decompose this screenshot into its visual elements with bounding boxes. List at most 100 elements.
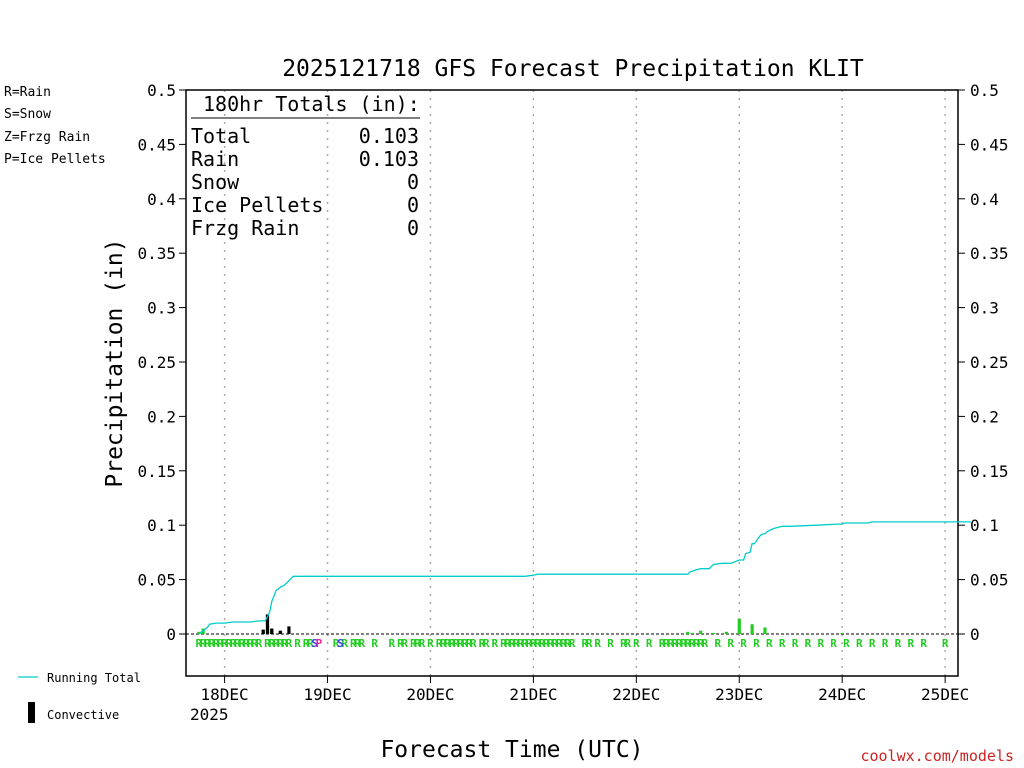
ptype-marker-r: R (667, 637, 674, 650)
ptype-marker-r: R (303, 637, 310, 650)
ptype-marker-r: R (444, 637, 451, 650)
convective-legend-label: Convective (47, 708, 119, 722)
ptype-marker-r: R (341, 637, 348, 650)
ptype-marker-r: R (753, 637, 760, 650)
ptype-marker-r: R (500, 637, 507, 650)
ptype-marker-r: R (449, 637, 456, 650)
x-axis-label: Forecast Time (UTC) (380, 737, 643, 763)
ptype-marker-r: R (213, 637, 220, 650)
ptype-marker-r: R (856, 637, 863, 650)
convective-bar (270, 628, 274, 634)
ptype-marker-r: R (543, 637, 550, 650)
ptype-marker-r: R (582, 637, 589, 650)
y-tick-label-left: 0 (166, 625, 176, 644)
y-axis-label: Precipitation (in) (102, 238, 128, 487)
totals-label-total: Total (191, 124, 251, 148)
ptype-marker-r: R (693, 637, 700, 650)
ptype-marker-r: R (419, 637, 426, 650)
ptype-marker-r: R (569, 637, 576, 650)
ptype-marker-r: R (427, 637, 434, 650)
x-tick-label-19dec: 19DEC (303, 685, 351, 704)
ptype-marker-r: R (389, 637, 396, 650)
ptype-marker-r: R (513, 637, 520, 650)
ptype-marker-r: R (491, 637, 498, 650)
ptype-marker-r: R (350, 637, 357, 650)
y-tick-label-left: 0.45 (137, 135, 176, 154)
convective-bar (287, 626, 291, 634)
x-tick-label-25dec: 25DEC (921, 685, 969, 704)
ptype-marker-r: R (354, 637, 361, 650)
ptype-marker-r: R (882, 637, 889, 650)
ptype-marker-r: R (230, 637, 237, 650)
ptype-marker-r: R (268, 637, 275, 650)
totals-label-frzg-rain: Frzg Rain (191, 216, 299, 240)
precip-bar (737, 618, 741, 634)
ptype-marker-r: R (238, 637, 245, 650)
ptype-marker-r: R (457, 637, 464, 650)
precip-bar (840, 632, 844, 634)
ptype-marker-r: R (333, 637, 340, 650)
precip-bar (724, 631, 728, 634)
ptype-marker-r: R (530, 637, 537, 650)
ptype-marker-r: R (247, 637, 254, 650)
ptype-marker-r: R (221, 637, 228, 650)
ptype-marker-r: R (359, 637, 366, 650)
ptype-marker-r: R (436, 637, 443, 650)
y-tick-label-right: 0.1 (970, 516, 999, 535)
ptype-marker-r: R (397, 637, 404, 650)
totals-label-snow: Snow (191, 170, 240, 194)
y-tick-label-left: 0.15 (137, 462, 176, 481)
ptype-marker-r: R (410, 637, 417, 650)
y-tick-label-right: 0.25 (970, 353, 1009, 372)
y-tick-label-left: 0.5 (147, 81, 176, 100)
ptype-marker-r: R (817, 637, 824, 650)
totals-label-rain: Rain (191, 147, 239, 171)
y-tick-label-left: 0.05 (137, 571, 176, 590)
y-tick-label-left: 0.2 (147, 407, 176, 426)
y-tick-label-right: 0.05 (970, 571, 1009, 590)
ptype-marker-r: R (440, 637, 447, 650)
ptype-marker-r: R (689, 637, 696, 650)
totals-header: 180hr Totals (in): (203, 92, 420, 116)
precip-bar (750, 624, 754, 634)
ptype-marker-r: R (479, 637, 486, 650)
ptype-marker-r: R (256, 637, 263, 650)
running-total-line (198, 521, 971, 635)
y-tick-label-right: 0.3 (970, 299, 999, 318)
legend-ice-pellets: P=Ice Pellets (4, 152, 106, 167)
precip-bar (711, 632, 716, 634)
ptype-marker-r: R (676, 637, 683, 650)
ptype-marker-r: R (672, 637, 679, 650)
ptype-marker-r: R (522, 637, 529, 650)
ptype-marker-r: R (895, 637, 902, 650)
ptype-marker-r: R (483, 637, 490, 650)
ptype-marker-r: R (586, 637, 593, 650)
ptype-marker-r: R (680, 637, 687, 650)
ptype-marker-r: R (217, 637, 224, 650)
precip-bar (690, 632, 694, 634)
y-tick-label-right: 0.15 (970, 462, 1009, 481)
ptype-marker-r: R (307, 637, 314, 650)
totals-value-snow: 0 (407, 170, 419, 194)
ptype-marker-r: R (204, 637, 211, 650)
chart-title: 2025121718 GFS Forecast Precipitation KL… (282, 56, 864, 82)
ptype-marker-r: R (594, 637, 601, 650)
ptype-marker-r: R (697, 637, 704, 650)
ptype-marker-r: R (251, 637, 258, 650)
ptype-marker-s: S (337, 637, 344, 650)
ptype-marker-r: R (942, 637, 949, 650)
year-label: 2025 (190, 705, 229, 724)
ptype-marker-r: R (659, 637, 666, 650)
ptype-marker-r: R (702, 637, 709, 650)
totals-value-total: 0.103 (359, 124, 419, 148)
ptype-marker-r: R (226, 637, 233, 650)
precip-type-legend: R=Rain S=Snow Z=Frzg Rain P=Ice Pellets (4, 85, 106, 167)
ptype-marker-r: R (920, 637, 927, 650)
ptype-marker-r: R (633, 637, 640, 650)
y-tick-label-right: 0 (970, 625, 980, 644)
ptype-marker-r: R (264, 637, 271, 650)
ptype-marker-r: R (564, 637, 571, 650)
ptype-marker-r: R (547, 637, 554, 650)
